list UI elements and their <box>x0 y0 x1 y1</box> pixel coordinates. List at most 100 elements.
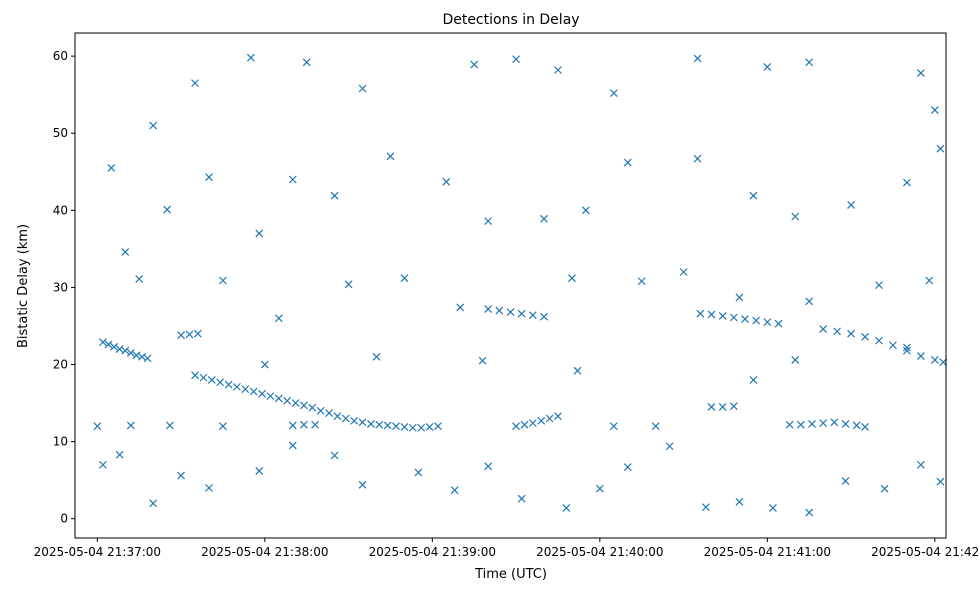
data-point-marker <box>408 423 417 432</box>
data-point-marker <box>506 308 515 317</box>
marker-stroke <box>383 421 392 430</box>
data-point-marker <box>288 175 297 184</box>
data-point-marker <box>121 248 130 256</box>
data-point-marker <box>819 325 828 333</box>
marker-stroke <box>562 504 571 512</box>
data-point-marker <box>930 106 939 115</box>
data-point-marker <box>581 206 590 215</box>
marker-stroke <box>679 268 688 276</box>
data-point-marker <box>916 69 925 78</box>
marker-stroke <box>573 366 582 375</box>
marker-stroke <box>785 420 794 429</box>
data-point-marker <box>193 329 202 338</box>
marker-stroke <box>841 477 850 485</box>
marker-stroke <box>417 423 426 432</box>
marker-stroke <box>875 281 883 290</box>
data-point-marker <box>115 450 124 459</box>
marker-stroke <box>791 212 800 221</box>
data-point-marker <box>132 351 141 360</box>
data-point-marker <box>138 352 146 361</box>
marker-stroke <box>246 53 255 62</box>
data-point-marker <box>517 309 526 318</box>
marker-stroke <box>752 316 761 325</box>
data-point-marker <box>350 416 359 425</box>
data-point-marker <box>258 389 266 398</box>
marker-stroke <box>274 394 283 403</box>
data-point-marker <box>330 191 339 200</box>
data-point-marker <box>693 154 702 163</box>
data-point-marker <box>433 422 442 431</box>
marker-stroke <box>595 484 604 493</box>
marker-stroke <box>274 314 283 323</box>
data-point-marker <box>414 468 423 477</box>
marker-stroke <box>484 217 493 226</box>
y-tick-label: 60 <box>53 49 68 63</box>
marker-stroke <box>149 121 158 130</box>
data-point-marker <box>936 144 945 153</box>
marker-stroke <box>540 214 548 223</box>
marker-stroke <box>138 352 146 361</box>
marker-stroke <box>651 422 660 431</box>
marker-stroke <box>456 303 465 312</box>
data-point-marker <box>763 318 772 327</box>
marker-stroke <box>330 191 339 200</box>
marker-stroke <box>163 205 172 214</box>
data-point-marker <box>595 484 604 493</box>
data-point-marker <box>216 378 225 387</box>
marker-stroke <box>299 401 308 410</box>
marker-stroke <box>889 341 897 350</box>
marker-stroke <box>517 494 526 503</box>
marker-stroke <box>249 387 258 396</box>
marker-stroke <box>205 173 213 182</box>
marker-stroke <box>425 423 434 431</box>
marker-stroke <box>528 419 537 428</box>
data-point-marker <box>554 66 562 74</box>
marker-stroke <box>484 462 493 471</box>
marker-stroke <box>805 297 814 306</box>
data-point-marker <box>875 281 883 290</box>
data-point-marker <box>163 205 172 214</box>
marker-stroke <box>205 483 213 492</box>
marker-stroke <box>311 420 320 429</box>
marker-stroke <box>861 423 869 431</box>
data-point-marker <box>308 403 317 412</box>
data-point-marker <box>567 274 576 283</box>
data-point-marker <box>889 341 897 350</box>
data-point-marker <box>135 275 144 283</box>
marker-stroke <box>749 376 758 384</box>
marker-stroke <box>791 355 800 364</box>
data-point-marker <box>718 312 727 320</box>
data-point-marker <box>805 508 814 517</box>
marker-stroke <box>852 421 861 430</box>
marker-stroke <box>707 403 716 411</box>
data-point-marker <box>902 343 911 352</box>
data-point-marker <box>484 217 493 226</box>
marker-stroke <box>484 305 493 313</box>
data-point-marker <box>205 173 213 182</box>
marker-stroke <box>609 422 618 431</box>
marker-stroke <box>126 421 135 430</box>
marker-stroke <box>442 177 451 186</box>
data-point-marker <box>417 423 426 432</box>
marker-stroke <box>372 352 381 361</box>
marker-stroke <box>517 309 526 318</box>
data-point-marker <box>372 352 381 361</box>
x-tick-label: 2025-05-04 21:40:00 <box>536 545 663 559</box>
marker-stroke <box>358 480 367 489</box>
data-points <box>93 53 948 517</box>
marker-stroke <box>185 330 194 339</box>
marker-stroke <box>110 342 119 351</box>
marker-stroke <box>255 229 264 238</box>
data-point-marker <box>358 480 367 489</box>
marker-stroke <box>386 152 395 161</box>
marker-stroke <box>341 414 350 423</box>
data-point-marker <box>841 419 850 428</box>
data-point-marker <box>442 177 451 186</box>
marker-stroke <box>98 460 107 469</box>
marker-stroke <box>696 309 705 318</box>
marker-stroke <box>916 69 925 78</box>
marker-stroke <box>930 355 939 364</box>
data-point-marker <box>288 441 297 450</box>
marker-stroke <box>495 306 504 315</box>
